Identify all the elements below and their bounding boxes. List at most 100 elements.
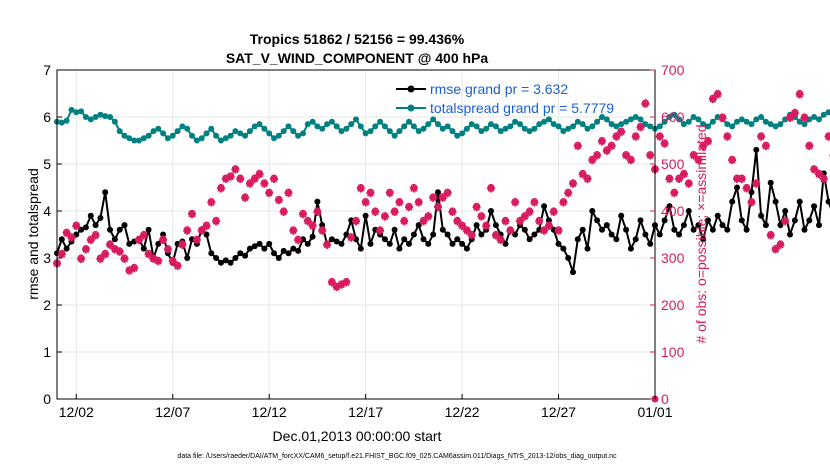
assimilated-obs-point <box>573 142 582 151</box>
data-point <box>227 132 234 139</box>
left-y-tick-label: 3 <box>43 250 51 266</box>
assimilated-obs-point <box>265 189 274 198</box>
assimilated-obs-point <box>414 198 423 207</box>
assimilated-obs-point <box>482 222 491 231</box>
assimilated-obs-point <box>752 179 761 188</box>
data-point <box>811 203 818 210</box>
assimilated-obs-point <box>294 236 303 245</box>
assimilated-obs-point <box>655 132 664 141</box>
assimilated-obs-point <box>520 212 529 221</box>
data-point <box>285 250 292 257</box>
data-point <box>695 222 702 229</box>
assimilated-obs-point <box>530 198 539 207</box>
data-point <box>237 250 244 257</box>
series-1 <box>54 106 830 144</box>
data-point <box>328 118 335 125</box>
data-point <box>680 121 687 128</box>
data-point <box>396 128 403 135</box>
data-point <box>565 125 572 132</box>
data-point <box>618 121 625 128</box>
data-point <box>603 222 610 229</box>
data-point <box>381 236 388 243</box>
data-point <box>700 121 707 128</box>
assimilated-obs-point <box>467 231 476 240</box>
data-point <box>237 130 244 137</box>
right-y-axis-label: # of obs: o=possible; ×=assimilated <box>693 124 709 343</box>
data-point <box>87 212 94 219</box>
data-point <box>637 116 644 123</box>
data-point <box>521 125 528 132</box>
assimilated-obs-point <box>173 261 182 270</box>
data-point <box>613 236 620 243</box>
data-point <box>589 123 596 130</box>
data-point <box>193 137 200 144</box>
assimilated-obs-point <box>805 142 814 151</box>
assimilated-obs-point <box>91 231 100 240</box>
assimilated-obs-point <box>506 226 515 235</box>
assimilated-obs-point <box>356 184 365 193</box>
assimilated-obs-point <box>626 156 635 165</box>
data-point <box>222 257 229 264</box>
assimilated-obs-point <box>800 113 809 122</box>
x-tick-label: 12/27 <box>541 404 576 420</box>
assimilated-obs-point <box>515 217 524 226</box>
data-point <box>97 215 104 221</box>
assimilated-obs-point <box>694 156 703 165</box>
right-y-tick-label: 100 <box>661 344 685 360</box>
data-point <box>753 116 760 123</box>
data-point <box>435 189 441 196</box>
data-point <box>328 236 335 243</box>
data-point <box>420 236 427 243</box>
assimilated-obs-point <box>588 156 597 165</box>
data-point <box>618 212 625 219</box>
data-point <box>656 123 663 130</box>
assimilated-obs-point <box>776 240 785 249</box>
data-point <box>772 198 779 205</box>
data-point <box>174 128 181 135</box>
data-point <box>449 240 456 247</box>
data-point <box>680 222 687 229</box>
assimilated-obs-point <box>819 175 828 184</box>
right-y-tick-label: 200 <box>661 297 685 313</box>
data-point <box>73 109 80 116</box>
data-point <box>280 128 287 135</box>
assimilated-obs-point <box>202 222 211 231</box>
data-point <box>357 123 364 130</box>
assimilated-obs-point <box>641 99 650 108</box>
left-y-tick-label: 0 <box>43 391 51 407</box>
assimilated-obs-point <box>62 229 71 238</box>
data-point <box>295 247 302 254</box>
data-point <box>406 240 412 247</box>
data-point <box>391 226 398 233</box>
assimilated-obs-point <box>525 207 534 216</box>
data-point <box>709 118 716 125</box>
data-point <box>632 236 639 243</box>
assimilated-obs-point <box>732 175 741 184</box>
data-point <box>700 236 707 243</box>
data-point <box>738 217 745 224</box>
assimilated-obs-point <box>810 165 819 174</box>
assimilated-obs-point <box>747 198 756 207</box>
assimilated-obs-point <box>684 179 693 188</box>
x-tick-label: 12/17 <box>348 404 383 420</box>
data-point <box>473 222 480 229</box>
data-point <box>213 132 220 139</box>
assimilated-obs-point <box>766 231 775 240</box>
data-point <box>661 118 668 125</box>
assimilated-obs-point <box>472 203 481 212</box>
data-point <box>642 231 649 238</box>
data-point <box>285 123 292 130</box>
data-point <box>164 135 171 142</box>
data-point <box>415 128 422 135</box>
assimilated-obs-point <box>511 198 520 207</box>
data-point <box>623 118 630 125</box>
data-point <box>748 121 755 128</box>
assimilated-obs-point <box>578 170 587 179</box>
data-point <box>647 123 654 130</box>
data-point <box>111 236 118 243</box>
data-point <box>705 217 711 224</box>
data-point <box>574 236 581 243</box>
left-y-axis-label: rmse and totalspread <box>25 168 41 300</box>
assimilated-obs-point <box>86 236 95 245</box>
assimilated-obs-point <box>593 151 602 160</box>
